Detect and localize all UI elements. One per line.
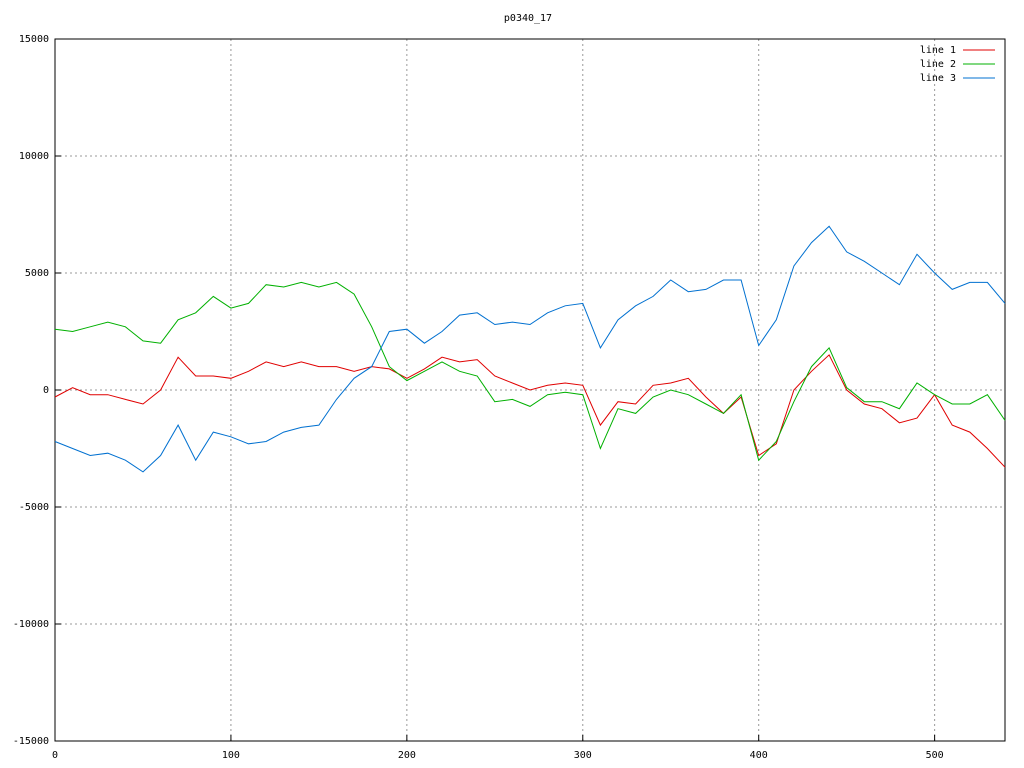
legend-label: line 1 (920, 45, 956, 56)
plot-border (54, 38, 1006, 742)
y-tick-label: 0 (43, 385, 49, 396)
y-tick-label: 5000 (25, 268, 49, 279)
x-tick-label: 500 (926, 750, 944, 761)
chart-title: p0340_17 (504, 13, 552, 24)
y-tick-label: -15000 (13, 736, 49, 747)
legend-label: line 3 (920, 73, 956, 84)
x-tick-label: 400 (750, 750, 768, 761)
y-tick-label: 10000 (19, 151, 49, 162)
data-line (54, 354, 1006, 468)
x-tick-label: 100 (222, 750, 240, 761)
legend-label: line 2 (920, 59, 956, 70)
data-line (54, 281, 1006, 462)
x-tick-label: 300 (574, 750, 592, 761)
x-tick-label: 0 (52, 750, 58, 761)
data-line (54, 225, 1006, 473)
y-tick-label: -5000 (19, 502, 49, 513)
y-tick-label: -10000 (13, 619, 49, 630)
x-tick-label: 200 (398, 750, 416, 761)
y-tick-label: 15000 (19, 34, 49, 45)
